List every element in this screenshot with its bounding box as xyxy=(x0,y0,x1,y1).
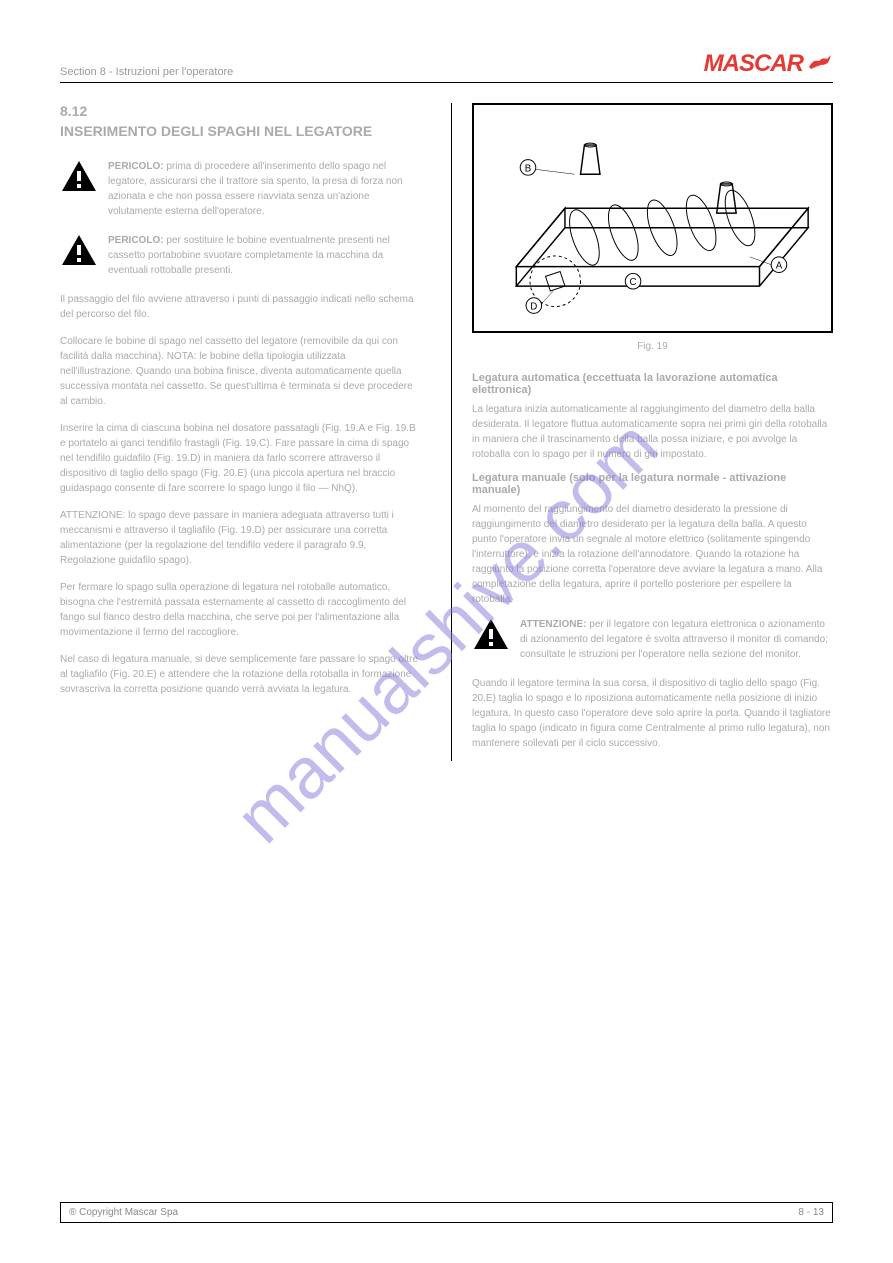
page-header: Section 8 - Istruzioni per l'operatore M… xyxy=(60,50,833,83)
svg-text:B: B xyxy=(525,163,531,174)
warning-icon xyxy=(472,617,510,656)
svg-text:C: C xyxy=(630,277,637,288)
paragraph-6: Nel caso di legatura manuale, si deve se… xyxy=(60,652,421,697)
machine-diagram-icon: B A C D xyxy=(480,111,825,325)
logo-text: MASCAR xyxy=(704,50,803,78)
right-paragraph-2: Al momento del raggiungimento del diamet… xyxy=(472,502,833,607)
horse-icon xyxy=(807,53,833,76)
footer-page-number: 8 - 13 xyxy=(798,1207,824,1218)
right-paragraph-final: Quando il legatore termina la sua corsa,… xyxy=(472,676,833,751)
warning-block-1: PERICOLO: prima di procedere all'inserim… xyxy=(60,159,421,219)
warning-icon xyxy=(60,233,98,272)
warning-label: ATTENZIONE: xyxy=(520,619,586,630)
brand-logo: MASCAR xyxy=(704,50,833,78)
paragraph-5: Per fermare lo spago sulla operazione di… xyxy=(60,580,421,640)
section-number: 8.12 xyxy=(60,103,421,119)
warning-block-3: ATTENZIONE: per il legatore con legatura… xyxy=(472,617,833,662)
footer-copyright: ® Copyright Mascar Spa xyxy=(69,1207,178,1218)
paragraph-4: ATTENZIONE: lo spago deve passare in man… xyxy=(60,508,421,568)
warning-text-2: PERICOLO: per sostituire le bobine event… xyxy=(108,233,421,278)
warning-text-1: PERICOLO: prima di procedere all'inserim… xyxy=(108,159,421,219)
header-section-text: Section 8 - Istruzioni per l'operatore xyxy=(60,66,233,78)
paragraph-3: Inserire la cima di ciascuna bobina nel … xyxy=(60,421,421,496)
main-content: 8.12 INSERIMENTO DEGLI SPAGHI NEL LEGATO… xyxy=(60,103,833,761)
svg-text:A: A xyxy=(776,261,783,272)
figure-caption: Fig. 19 xyxy=(472,341,833,352)
left-column: 8.12 INSERIMENTO DEGLI SPAGHI NEL LEGATO… xyxy=(60,103,431,761)
warning-icon xyxy=(60,159,98,198)
page-footer: ® Copyright Mascar Spa 8 - 13 xyxy=(60,1202,833,1223)
subsection-title-1: Legatura automatica (eccettuata la lavor… xyxy=(472,372,833,396)
right-column: B A C D Fig. 19 Legatura automatica (ecc… xyxy=(451,103,833,761)
warning-block-2: PERICOLO: per sostituire le bobine event… xyxy=(60,233,421,278)
right-paragraph-1: La legatura inizia automaticamente al ra… xyxy=(472,402,833,462)
figure-19: B A C D xyxy=(472,103,833,333)
section-title: INSERIMENTO DEGLI SPAGHI NEL LEGATORE xyxy=(60,123,421,139)
svg-text:D: D xyxy=(530,301,537,312)
warning-text-3: ATTENZIONE: per il legatore con legatura… xyxy=(520,617,833,662)
subsection-title-2: Legatura manuale (solo per la legatura n… xyxy=(472,472,833,496)
warning-label: PERICOLO: xyxy=(108,235,164,246)
warning-label: PERICOLO: xyxy=(108,161,164,172)
paragraph-1: Il passaggio del filo avviene attraverso… xyxy=(60,292,421,322)
paragraph-2: Collocare le bobine di spago nel cassett… xyxy=(60,334,421,409)
